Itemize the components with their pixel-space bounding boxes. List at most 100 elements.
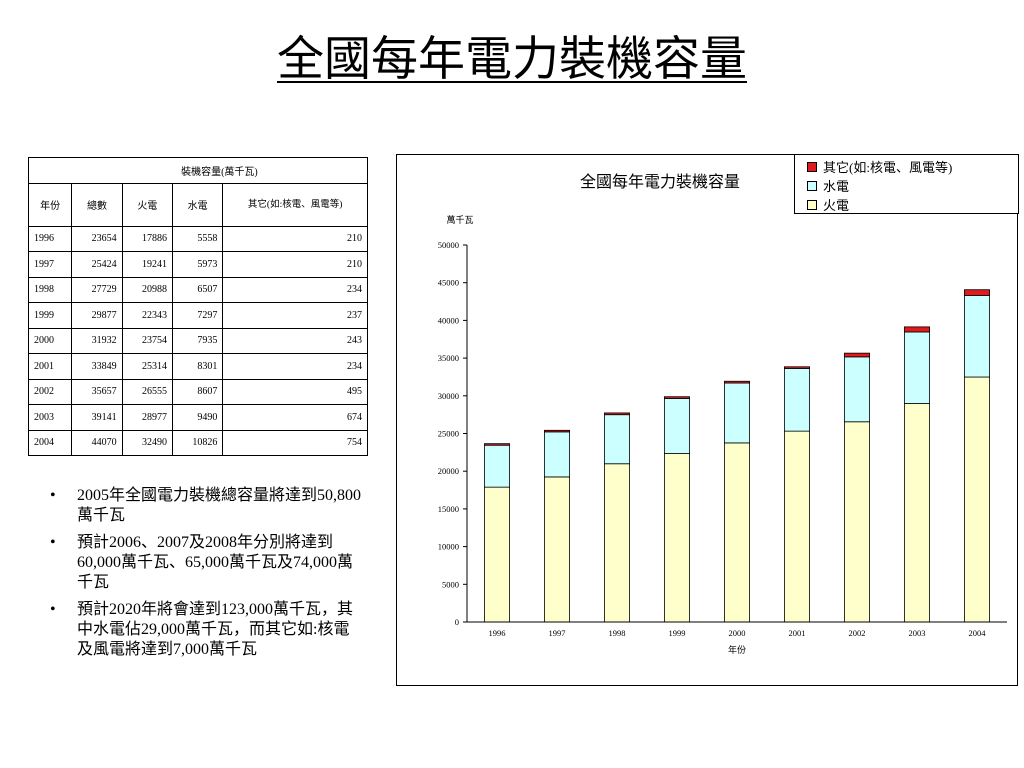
x-tick-label: 2004 [969,628,987,638]
bar-segment-thermal-2001 [783,430,810,623]
bar-segment-thermal-2003 [903,403,930,623]
bar-segment-hydro-2004 [964,294,991,378]
table-row: 2001 33849 25314 8301 234 [27,353,368,380]
legend-label-hydro: 水電 [823,179,850,194]
y-tick-label: 50000 [438,240,459,250]
bullet-text: 2005年全國電力裝機總容量將達到50,800萬千瓦 [77,487,362,524]
bullet-marker: • [50,601,56,618]
bullet-item: • 預計2020年將會達到123,000萬千瓦，其中水電佔29,000萬千瓦，而其… [50,600,365,660]
x-tick-label: 1998 [609,628,626,638]
other-cell: 754 [222,429,368,456]
year-cell: 2002 [27,378,73,405]
thermal-cell: 17886 [121,225,173,252]
other-cell: 495 [222,378,368,405]
total-cell: 27729 [71,276,123,303]
capacity-table: 裝機容量(萬千瓦) 年份 總數 火電 水電 其它(如:核電、風電等) 1996 2… [27,157,368,456]
total-cell: 44070 [71,429,123,456]
thermal-cell: 32490 [121,429,173,456]
bullet-text: 預計2020年將會達到123,000萬千瓦，其中水電佔29,000萬千瓦，而其它… [77,601,354,658]
bar-segment-thermal-2000 [723,442,750,623]
bar-segment-thermal-2002 [843,421,870,623]
y-tick-label: 35000 [438,353,459,363]
total-cell: 33849 [71,353,123,380]
other-cell: 674 [222,404,368,431]
thermal-cell: 28977 [121,404,173,431]
y-tick-label: 45000 [438,278,459,288]
bar-segment-hydro-1999 [663,398,690,454]
y-tick-label: 25000 [438,429,459,439]
legend-swatch-other [807,162,817,172]
hydro-cell: 7935 [171,327,224,354]
bar-segment-other-1999 [663,396,690,399]
total-cell: 35657 [71,378,123,405]
bar-segment-other-2003 [903,326,930,333]
y-tick-label: 10000 [438,542,459,552]
y-axis-ticks: 0 5000 10000 15000 20000 25000 30000 35000 40000… [438,240,467,627]
legend-swatch-thermal [807,200,817,210]
bar-segment-other-2000 [723,380,750,384]
table-row: 1996 23654 17886 5558 210 [27,225,368,252]
total-cell: 23654 [71,225,123,252]
y-axis-label: 萬千瓦 [446,214,473,225]
legend-item-thermal: 火電 [807,196,1018,215]
chart-title: 全國每年電力裝機容量 [580,173,740,191]
bar-segment-hydro-1998 [603,414,630,465]
thermal-cell: 25314 [121,353,173,380]
legend-label-other: 其它(如:核電、風電等) [823,160,953,175]
legend-swatch-hydro [807,181,817,191]
legend-item-hydro: 水電 [807,177,1018,196]
other-cell: 237 [222,302,368,329]
thermal-cell: 26555 [121,378,173,405]
year-cell: 2000 [27,327,73,354]
year-cell: 1998 [27,276,73,303]
table-caption-row: 裝機容量(萬千瓦) [27,157,368,184]
x-tick-label: 2003 [909,628,926,638]
bar-segment-hydro-1997 [543,431,570,478]
y-tick-label: 0 [455,617,459,627]
table-row: 1999 29877 22343 7297 237 [27,302,368,329]
y-tick-label: 15000 [438,504,459,514]
bar-segment-other-2002 [843,352,870,358]
table-row: 2000 31932 23754 7935 243 [27,327,368,354]
bar-segment-thermal-2004 [964,376,991,623]
table-caption: 裝機容量(萬千瓦) [71,157,368,184]
y-tick-label: 40000 [438,315,459,325]
column-header-thermal: 火電 [121,182,173,227]
thermal-cell: 19241 [121,251,173,278]
y-tick-label: 20000 [438,466,459,476]
table-row: 2003 39141 28977 9490 674 [27,404,368,431]
thermal-cell: 22343 [121,302,173,329]
other-cell: 234 [222,353,368,380]
other-cell: 234 [222,276,368,303]
bar-segment-hydro-2002 [843,356,870,423]
chart-frame: 全國每年電力裝機容量 萬千瓦 年份 0 5000 10000 15000 20000 25… [396,154,1019,686]
slide-title-text: 全國每年電力裝機容量 [277,32,747,87]
bullet-item: • 預計2006、2007及2008年分別將達到60,000萬千瓦、65,000萬… [50,533,365,593]
total-cell: 31932 [71,327,123,354]
total-cell: 25424 [71,251,123,278]
bar-segment-thermal-1998 [603,463,630,623]
x-tick-label: 1999 [669,628,686,638]
chart-plot: 全國每年電力裝機容量 萬千瓦 年份 0 5000 10000 15000 20000 25… [438,173,1007,655]
thermal-cell: 23754 [121,327,173,354]
hydro-cell: 8301 [171,353,224,380]
year-cell: 1999 [27,302,73,329]
thermal-cell: 20988 [121,276,173,303]
bar-segment-other-1996 [484,443,511,446]
table-row: 1997 25424 19241 5973 210 [27,251,368,278]
y-tick-label: 5000 [442,579,459,589]
bullet-item: • 2005年全國電力裝機總容量將達到50,800萬千瓦 [50,486,365,526]
hydro-cell: 9490 [171,404,224,431]
bar-segment-thermal-1999 [663,453,690,623]
legend-label-thermal: 火電 [823,198,850,213]
table-row: 2004 44070 32490 10826 754 [27,429,368,456]
other-cell: 210 [222,251,368,278]
year-cell: 2003 [27,404,73,431]
column-header-other: 其它(如:核電、風電等) [222,182,368,227]
bullet-text: 預計2006、2007及2008年分別將達到60,000萬千瓦、65,000萬千… [77,534,354,591]
y-tick-label: 30000 [438,391,459,401]
bar-segment-other-1997 [543,429,570,433]
hydro-cell: 5973 [171,251,224,278]
hydro-cell: 5558 [171,225,224,252]
bar-segment-hydro-2000 [723,382,750,444]
